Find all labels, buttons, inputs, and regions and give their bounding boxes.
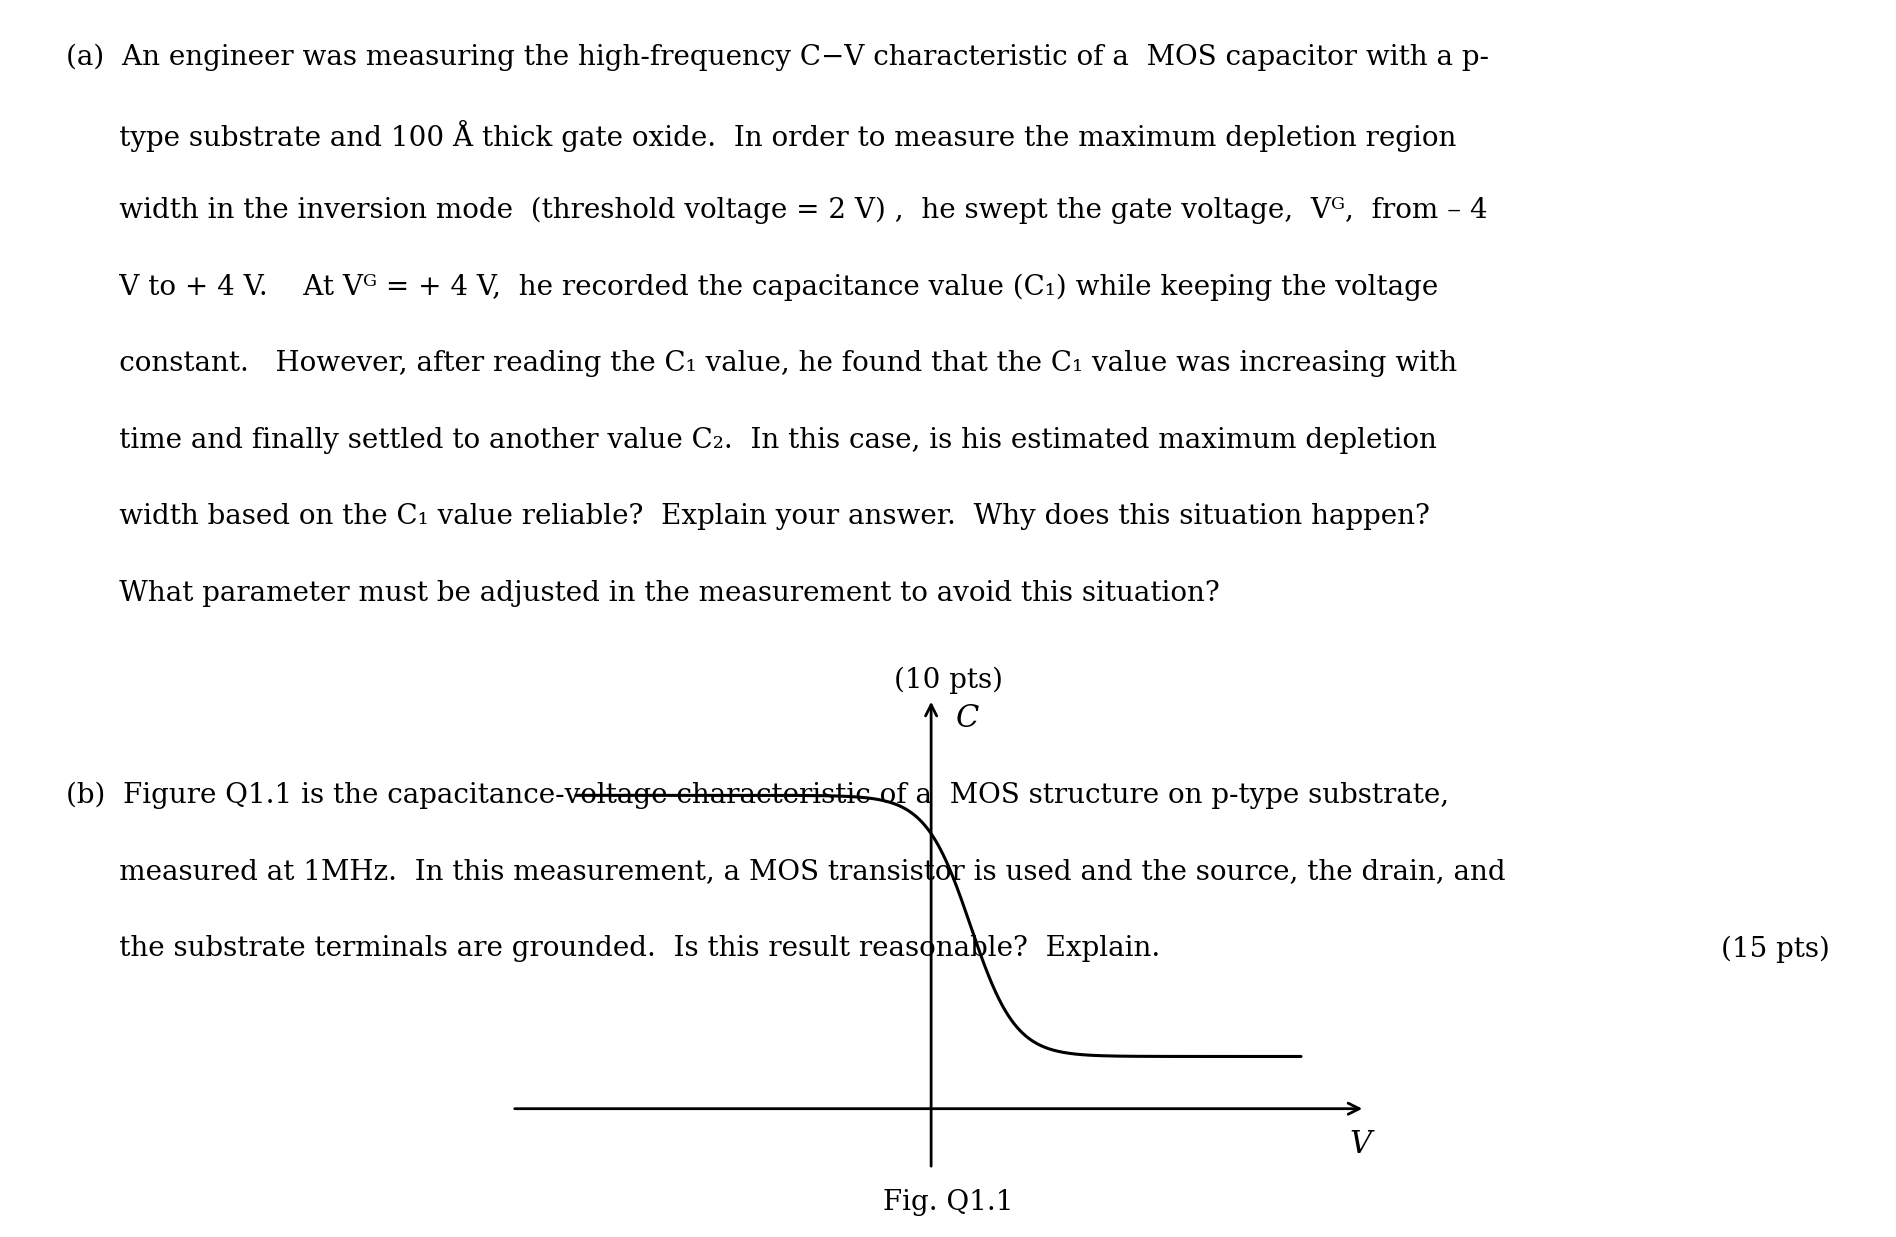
Text: C: C [956,703,978,734]
Text: Fig. Q1.1: Fig. Q1.1 [884,1189,1012,1216]
Text: (15 pts): (15 pts) [1722,935,1830,962]
Text: width based on the C₁ value reliable?  Explain your answer.  Why does this situa: width based on the C₁ value reliable? Ex… [66,503,1430,531]
Text: the substrate terminals are grounded.  Is this result reasonable?  Explain.: the substrate terminals are grounded. Is… [66,935,1160,962]
Text: width in the inversion mode  (threshold voltage = 2 V) ,  he swept the gate volt: width in the inversion mode (threshold v… [66,197,1488,224]
Text: (10 pts): (10 pts) [893,667,1003,694]
Text: measured at 1MHz.  In this measurement, a MOS transistor is used and the source,: measured at 1MHz. In this measurement, a… [66,858,1505,886]
Text: (b)  Figure Q1.1 is the capacitance-voltage characteristic of a  MOS structure o: (b) Figure Q1.1 is the capacitance-volta… [66,782,1449,809]
Text: type substrate and 100 Å thick gate oxide.  In order to measure the maximum depl: type substrate and 100 Å thick gate oxid… [66,120,1456,152]
Text: V to + 4 V.    At Vᴳ = + 4 V,  he recorded the capacitance value (C₁) while keep: V to + 4 V. At Vᴳ = + 4 V, he recorded t… [66,273,1439,301]
Text: (a)  An engineer was measuring the high-frequency C−V characteristic of a  MOS c: (a) An engineer was measuring the high-f… [66,43,1490,71]
Text: V: V [1350,1129,1371,1160]
Text: constant.   However, after reading the C₁ value, he found that the C₁ value was : constant. However, after reading the C₁ … [66,350,1458,377]
Text: What parameter must be adjusted in the measurement to avoid this situation?: What parameter must be adjusted in the m… [66,580,1221,607]
Text: time and finally settled to another value C₂.  In this case, is his estimated ma: time and finally settled to another valu… [66,427,1437,454]
